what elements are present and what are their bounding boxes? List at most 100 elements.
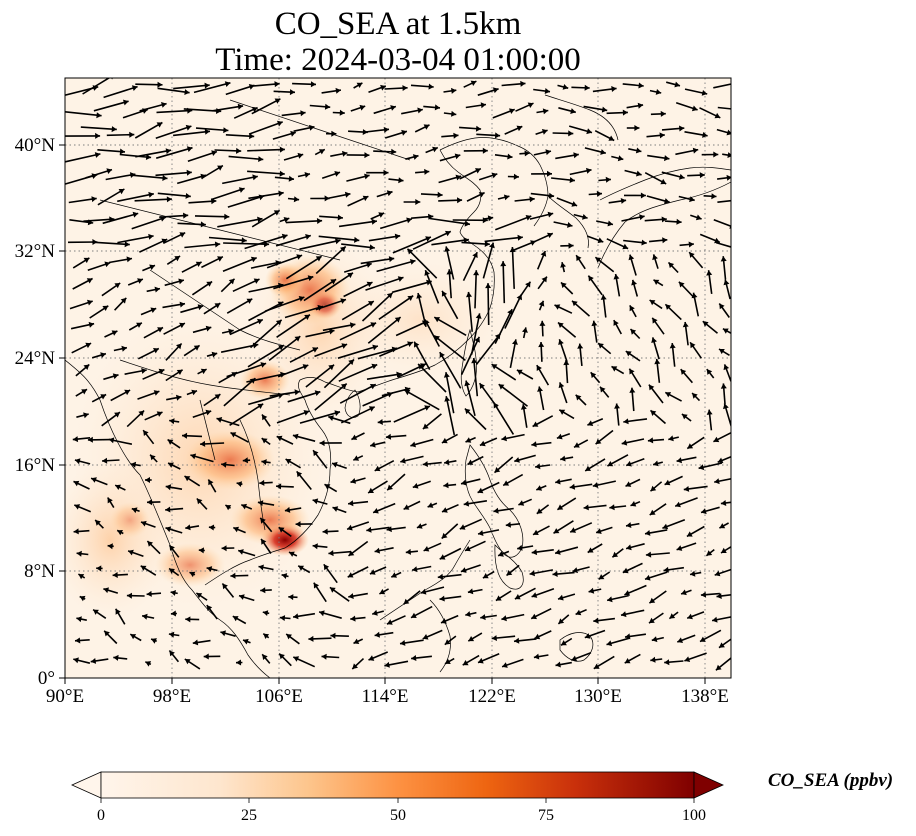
wind-arrow xyxy=(607,454,629,467)
x-tick-label: 122°E xyxy=(468,686,516,707)
wind-arrow xyxy=(65,132,101,139)
wind-arrow xyxy=(584,629,606,639)
wind-arrow xyxy=(276,435,294,445)
wind-arrow xyxy=(371,609,385,616)
wind-arrow xyxy=(323,358,355,389)
wind-arrow xyxy=(289,346,319,363)
wind-arrow xyxy=(509,339,518,369)
wind-arrow xyxy=(403,590,421,605)
wind-arrow xyxy=(106,131,135,138)
colorbar-gradient xyxy=(100,771,695,799)
wind-arrow xyxy=(102,211,139,225)
wind-arrow xyxy=(482,242,495,279)
wind-arrow xyxy=(444,396,456,436)
wind-arrow xyxy=(137,390,160,400)
wind-arrow xyxy=(73,504,92,513)
wind-arrow xyxy=(97,148,126,155)
wind-arrow xyxy=(322,528,339,535)
wind-arrow xyxy=(221,328,234,335)
wind-arrow xyxy=(131,507,140,514)
wind-arrow xyxy=(164,278,185,287)
wind-arrow xyxy=(208,236,247,244)
wind-arrow xyxy=(248,120,283,135)
wind-arrow xyxy=(315,245,347,275)
wind-arrow xyxy=(437,573,462,580)
wind-arrow xyxy=(260,538,272,554)
wind-arrow xyxy=(438,197,463,204)
wind-arrow xyxy=(368,84,387,94)
wind-arrow xyxy=(519,150,530,157)
wind-arrow xyxy=(135,148,172,158)
wind-arrow xyxy=(186,389,198,396)
wind-arrow xyxy=(319,440,342,447)
wind-arrow xyxy=(279,615,291,621)
wind-arrow xyxy=(625,350,641,362)
wind-arrow xyxy=(431,237,470,246)
wind-arrow xyxy=(373,105,397,115)
wind-arrow xyxy=(560,242,574,249)
wind-arrow xyxy=(505,521,521,528)
wind-arrow xyxy=(140,565,157,576)
wind-arrow xyxy=(76,412,89,419)
wind-arrow xyxy=(166,255,181,265)
wind-arrow xyxy=(557,614,570,625)
wind-arrow xyxy=(191,280,213,296)
wind-arrow xyxy=(242,457,251,464)
wind-arrow xyxy=(711,616,731,623)
wind-arrow xyxy=(583,105,608,113)
wind-arrow xyxy=(467,588,483,595)
wind-arrow xyxy=(648,612,664,624)
wind-arrow xyxy=(275,234,312,247)
wind-arrow xyxy=(558,409,575,420)
wind-arrow xyxy=(699,107,721,119)
wind-arrow xyxy=(278,653,292,667)
wind-arrow xyxy=(606,109,628,116)
wind-arrow xyxy=(569,522,593,533)
wind-arrow xyxy=(575,608,587,616)
wind-arrow xyxy=(75,388,88,397)
wind-arrow xyxy=(237,549,256,557)
wind-arrow xyxy=(623,239,647,246)
wind-arrow xyxy=(530,607,552,620)
wind-arrow xyxy=(285,458,302,469)
wind-arrow xyxy=(683,485,708,492)
wind-arrow xyxy=(374,631,394,638)
wind-arrow xyxy=(261,459,271,466)
wind-arrow xyxy=(569,483,593,490)
wind-arrow xyxy=(71,342,92,354)
wind-arrow xyxy=(96,565,103,572)
wind-arrow xyxy=(652,254,659,269)
wind-arrow xyxy=(230,572,249,579)
wind-arrow xyxy=(72,277,93,290)
wind-arrow xyxy=(686,525,705,538)
wind-arrow xyxy=(262,610,270,616)
wind-arrow xyxy=(310,195,330,202)
wind-arrow xyxy=(441,503,459,513)
wind-arrow xyxy=(347,195,369,207)
wind-arrow xyxy=(501,613,525,622)
wind-arrow xyxy=(200,164,224,180)
wind-arrow xyxy=(329,586,350,602)
wind-arrow xyxy=(379,217,413,230)
wind-arrow xyxy=(556,197,578,207)
wind-arrow xyxy=(305,328,335,338)
wind-arrow xyxy=(314,148,326,156)
wind-arrow xyxy=(238,594,255,602)
wind-arrow xyxy=(206,604,218,620)
wind-arrow xyxy=(312,498,328,505)
wind-arrow xyxy=(477,529,500,536)
wind-arrow xyxy=(101,457,120,464)
wind-arrow xyxy=(247,146,285,153)
wind-arrow xyxy=(597,342,612,355)
wind-arrow xyxy=(551,177,575,183)
wind-arrow xyxy=(165,369,184,382)
wind-arrow xyxy=(649,237,668,244)
wind-arrow xyxy=(438,174,462,184)
wind-arrow xyxy=(557,321,577,338)
wind-arrow xyxy=(348,129,368,135)
wind-arrow xyxy=(538,341,545,362)
wind-arrow xyxy=(664,659,684,666)
wind-arrow xyxy=(207,479,217,493)
wind-arrow xyxy=(514,454,536,463)
wind-arrow xyxy=(167,462,181,470)
